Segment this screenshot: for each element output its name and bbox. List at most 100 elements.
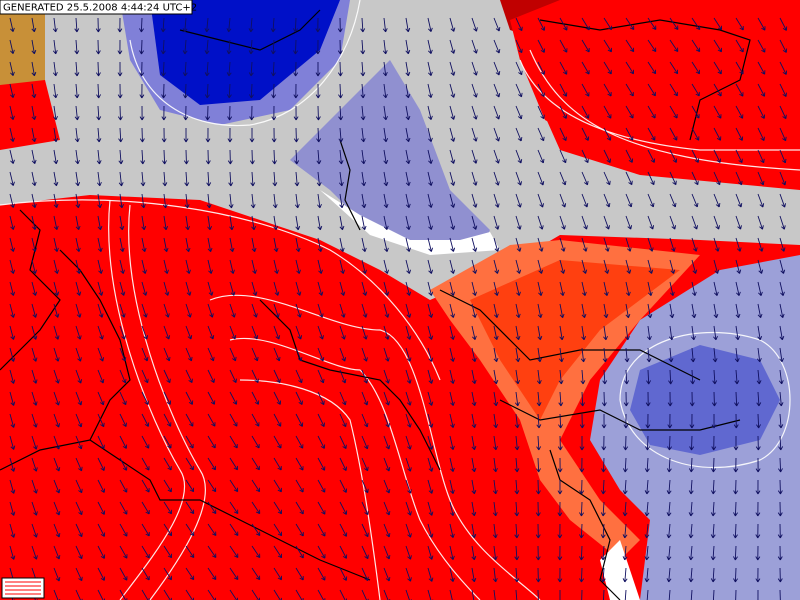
wind-arrow: [755, 457, 761, 473]
wind-arrow: [273, 281, 280, 296]
wind-arrow: [669, 83, 678, 97]
wind-arrow: [251, 413, 260, 427]
wind-arrow: [735, 237, 742, 252]
wind-arrow: [271, 105, 277, 121]
wind-arrow: [405, 149, 411, 165]
wind-arrow: [295, 567, 304, 581]
wind-arrow: [250, 193, 256, 209]
wind-arrow: [9, 369, 16, 384]
wind-arrow: [493, 281, 499, 296]
wind-arrow: [537, 193, 544, 208]
wind-arrow: [9, 171, 15, 186]
wind-arrow: [163, 545, 173, 559]
wind-arrow: [383, 567, 391, 582]
wind-arrow: [117, 61, 123, 77]
wind-arrow: [226, 39, 232, 55]
wind-arrow: [691, 325, 696, 341]
wind-arrow: [272, 193, 278, 209]
wind-arrow: [97, 413, 105, 428]
wind-arrow: [9, 347, 16, 362]
wind-arrow: [623, 413, 629, 429]
wind-arrow: [229, 281, 236, 296]
wind-arrow: [338, 171, 344, 187]
wind-arrow: [405, 17, 411, 33]
wind-arrow: [471, 413, 477, 429]
wind-arrow: [383, 127, 389, 143]
wind-arrow: [733, 479, 739, 495]
wind-arrow: [337, 61, 343, 77]
wind-arrow: [735, 17, 744, 31]
wind-arrow: [75, 567, 83, 582]
wind-arrow: [53, 523, 61, 538]
wind-arrow: [207, 413, 216, 427]
wind-arrow: [622, 545, 628, 561]
wind-arrow: [515, 237, 522, 252]
wind-arrow: [647, 215, 655, 230]
wind-arrow: [471, 171, 478, 186]
wind-arrow: [9, 501, 16, 516]
wind-arrow: [405, 347, 412, 362]
wind-arrow: [184, 193, 190, 209]
wind-arrow: [625, 61, 634, 75]
wind-arrow: [361, 567, 369, 582]
wind-arrow: [779, 259, 786, 274]
wind-arrow: [449, 61, 456, 76]
wind-arrow: [733, 567, 738, 583]
wind-arrow: [185, 501, 195, 515]
wind-arrow: [119, 501, 128, 515]
wind-arrow: [383, 193, 389, 209]
wind-arrow: [273, 325, 281, 340]
wind-arrow: [625, 105, 634, 119]
wind-arrow: [669, 39, 679, 53]
wind-arrow: [669, 61, 679, 75]
wind-arrow: [471, 479, 477, 495]
wind-arrow: [383, 369, 390, 384]
wind-arrow: [559, 237, 566, 252]
wind-arrow: [53, 325, 60, 340]
wind-arrow: [207, 369, 215, 383]
wind-arrow: [625, 193, 633, 208]
legend-box: [1, 577, 45, 599]
wind-arrow: [733, 457, 739, 473]
stamp-box: [0, 0, 193, 15]
wind-arrow: [471, 457, 477, 473]
wind-arrow: [645, 413, 651, 429]
wind-arrow: [31, 17, 37, 33]
wind-arrow: [273, 501, 282, 515]
wind-arrow: [735, 105, 744, 119]
warm-field-north: [510, 0, 800, 180]
wind-arrow: [229, 237, 235, 253]
wind-arrow: [713, 171, 721, 186]
wind-arrow: [317, 237, 323, 253]
wind-arrow: [251, 237, 257, 253]
wind-arrow: [141, 369, 149, 384]
wind-arrow: [204, 39, 210, 55]
wind-arrow: [471, 17, 478, 32]
wind-arrow: [141, 303, 148, 318]
wind-arrow: [405, 501, 412, 516]
wind-arrow: [338, 83, 343, 99]
wind-arrow: [601, 391, 607, 407]
wind-arrow: [205, 149, 211, 165]
wind-arrow: [75, 501, 83, 516]
wind-arrow: [273, 545, 283, 559]
wind-arrow: [713, 105, 722, 119]
wind-arrow: [449, 215, 456, 230]
wind-arrow: [667, 391, 673, 407]
wind-arrow: [141, 435, 150, 449]
wind-arrow: [756, 369, 762, 385]
wind-arrow: [713, 325, 718, 341]
wind-arrow: [53, 567, 61, 582]
wind-arrow: [559, 589, 561, 600]
wind-arrow: [119, 237, 125, 253]
wind-arrow: [427, 479, 434, 494]
wind-arrow: [31, 259, 38, 274]
wind-arrow: [493, 435, 498, 451]
wind-arrow: [647, 149, 656, 163]
wind-arrow: [493, 215, 500, 230]
wind-arrow: [139, 17, 144, 33]
wind-arrow: [97, 545, 106, 559]
wind-arrow: [361, 259, 367, 274]
wind-arrow: [713, 237, 720, 252]
wind-arrow: [317, 325, 324, 340]
